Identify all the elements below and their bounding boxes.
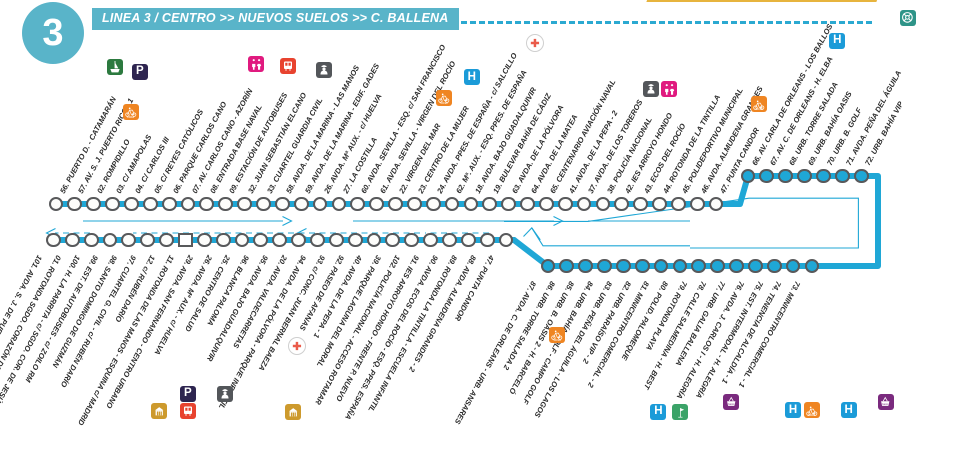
svg-text:basic: basic — [883, 401, 890, 405]
svg-text:basic: basic — [728, 401, 735, 405]
